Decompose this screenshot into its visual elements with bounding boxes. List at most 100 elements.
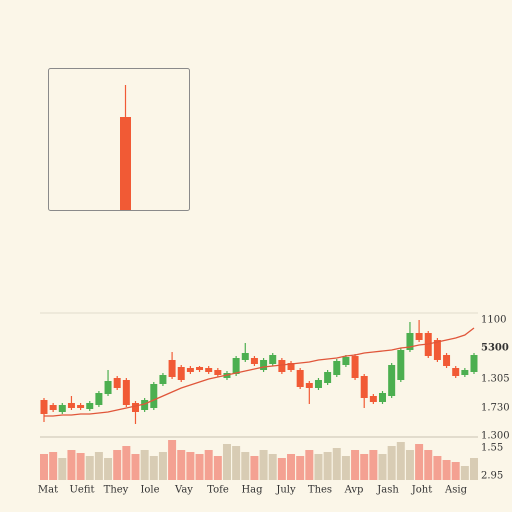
candle-body	[287, 363, 295, 370]
volume-bar	[405, 450, 414, 480]
candle-body	[95, 393, 103, 405]
average-line	[44, 327, 475, 417]
volume-bar	[387, 446, 396, 480]
volume-bar	[177, 450, 186, 480]
volume-bar	[433, 456, 442, 480]
volume-bar	[369, 450, 378, 480]
candle-body	[150, 384, 158, 408]
candle-body	[214, 370, 222, 375]
volume-bar	[204, 450, 213, 480]
volume-bar	[232, 446, 241, 480]
candle-body	[232, 358, 240, 374]
volume-bar	[250, 456, 259, 480]
candle-body	[186, 368, 194, 372]
candle-body	[452, 368, 460, 376]
volume-bar	[332, 448, 341, 480]
x-label: Thes	[308, 485, 332, 496]
candle-body	[397, 350, 405, 380]
x-label: Tofe	[207, 485, 229, 496]
candle-body	[333, 361, 341, 375]
right-label: 1100	[481, 315, 506, 326]
volume-bar	[277, 458, 286, 480]
candle-body	[77, 405, 85, 408]
right-label: 1.730	[481, 403, 510, 414]
candle-body	[250, 358, 258, 364]
x-label: Iole	[140, 485, 159, 496]
volume-bar	[113, 450, 122, 480]
x-label: Mat	[38, 485, 58, 496]
volume-bar	[104, 458, 113, 480]
volume-bar	[259, 450, 268, 480]
volume-bar	[186, 452, 195, 480]
candle-body	[278, 360, 286, 372]
x-label: Hag	[241, 485, 263, 496]
candle-body	[131, 403, 139, 412]
candle-body	[296, 370, 304, 387]
volume-bar	[351, 450, 360, 480]
x-label: July	[275, 485, 296, 496]
volume-bar	[85, 456, 94, 480]
right-label: 2.95	[481, 471, 503, 482]
candle-body	[141, 400, 149, 410]
volume-bar	[49, 452, 58, 480]
x-label: Vay	[174, 485, 193, 496]
candle-body	[104, 381, 112, 394]
candle-body	[379, 393, 387, 402]
volume-bar	[415, 444, 424, 480]
x-label: Asig	[444, 485, 468, 496]
x-label: Avp	[344, 485, 364, 496]
candle-body	[388, 365, 396, 396]
volume-bar	[470, 458, 478, 480]
volume-bar	[287, 454, 296, 480]
candle-body	[406, 333, 414, 350]
volume-bar	[94, 452, 103, 480]
volume-bar	[213, 456, 222, 480]
candle-body	[351, 356, 359, 378]
candle-body	[305, 383, 313, 388]
volume-bar	[305, 450, 314, 480]
candle-body	[49, 405, 57, 410]
candle-body	[324, 372, 332, 383]
right-label: 1.305	[481, 374, 510, 385]
candle-body	[177, 367, 185, 380]
candle-body	[205, 368, 213, 372]
candle-body	[433, 340, 441, 360]
volume-bar	[460, 466, 469, 480]
candle-body	[269, 355, 277, 364]
candle-body	[122, 380, 130, 405]
volume-bar	[149, 456, 158, 480]
volume-bar	[241, 452, 250, 480]
candle-body	[369, 396, 377, 402]
right-label: 1.300	[481, 431, 510, 442]
candle-body	[260, 360, 268, 370]
candle-body	[461, 370, 469, 375]
candle-body	[342, 357, 350, 365]
volume-bar	[396, 442, 405, 480]
volume-bar	[341, 456, 350, 480]
volume-bar	[168, 440, 177, 480]
volume-bar	[442, 460, 451, 480]
candle-body	[67, 403, 75, 408]
candle-body	[241, 353, 249, 360]
volume-bar	[67, 450, 76, 480]
candle-body	[168, 360, 176, 377]
volume-bar	[40, 454, 48, 480]
candle-body	[415, 333, 423, 340]
volume-bar	[268, 454, 277, 480]
x-label: They	[104, 485, 129, 496]
volume-bar	[451, 462, 460, 480]
candle-body	[196, 367, 204, 370]
x-label: Uefit	[69, 485, 94, 496]
volume-bar	[314, 454, 323, 480]
volume-bar	[158, 452, 167, 480]
volume-bar	[58, 458, 67, 480]
volume-bar	[296, 456, 305, 480]
inset-body	[120, 117, 131, 210]
right-label: 5300	[481, 343, 509, 354]
volume-bar	[122, 446, 131, 480]
candle-body	[86, 403, 94, 409]
volume-bar	[378, 454, 387, 480]
volume-bar	[424, 450, 433, 480]
